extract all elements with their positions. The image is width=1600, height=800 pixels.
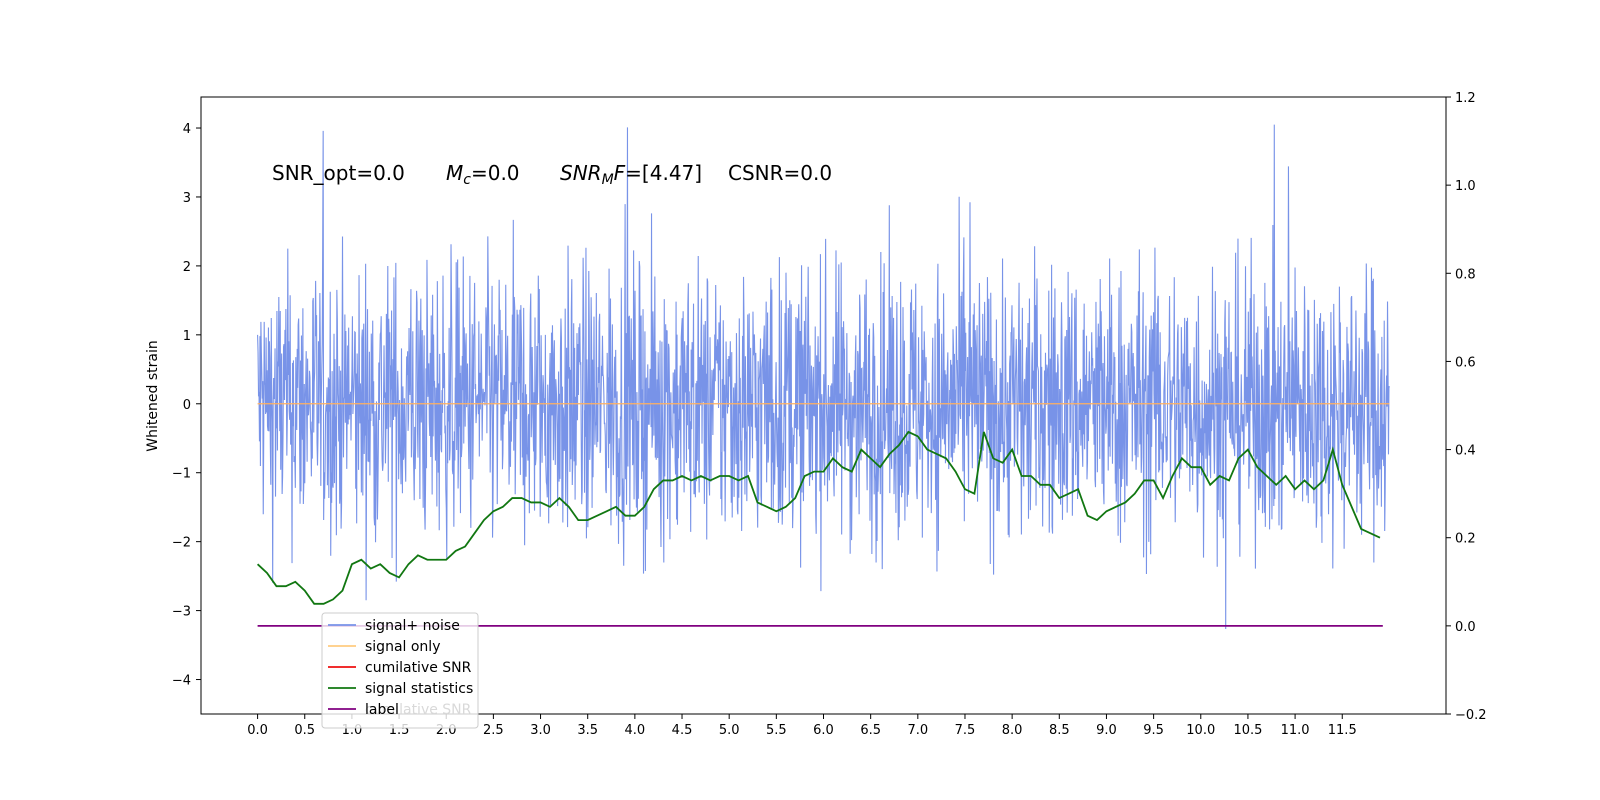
x-tick-label: 3.5 xyxy=(577,723,598,738)
signal-statistics-series xyxy=(256,430,1381,605)
y-right-tick-label: 0.8 xyxy=(1455,267,1476,282)
y-right-tick-label: 0.4 xyxy=(1455,444,1476,459)
y-right-tick-label: −0.2 xyxy=(1455,708,1487,723)
x-tick-label: 4.5 xyxy=(672,723,693,738)
x-tick-label: 6.5 xyxy=(860,723,881,738)
y-axis-label: Whitened strain xyxy=(145,340,161,451)
signal-statistics-line xyxy=(256,430,1381,605)
x-tick-label: 7.5 xyxy=(955,723,976,738)
x-tick-label: 3.0 xyxy=(530,723,551,738)
y-axis-right: 1.2 1.0 0.8 0.6 0.4 0.2 0.0 −0.2 xyxy=(1446,91,1487,723)
legend-label: signal+ noise xyxy=(365,618,460,634)
y-left-tick-label: 4 xyxy=(183,122,191,137)
legend-label: signal statistics xyxy=(365,681,473,697)
x-tick-label: 0.5 xyxy=(294,723,315,738)
legend: cumilative SNR signal+ noise signal only cu… xyxy=(321,612,479,729)
y-right-tick-label: 1.2 xyxy=(1455,91,1476,106)
y-right-tick-label: 1.0 xyxy=(1455,179,1476,194)
x-tick-label: 11.5 xyxy=(1328,723,1357,738)
x-tick-label: 9.5 xyxy=(1143,723,1164,738)
legend-box xyxy=(321,612,479,729)
signal-noise-series xyxy=(257,124,1390,630)
snr-mf-annotation: SNRMF=[4.47] xyxy=(560,161,702,188)
x-tick-label: 10.0 xyxy=(1186,723,1215,738)
x-tick-label: 5.5 xyxy=(766,723,787,738)
x-tick-label: 10.5 xyxy=(1233,723,1262,738)
legend-label: signal only xyxy=(365,639,440,655)
csnr-annotation: CSNR=0.0 xyxy=(728,161,832,185)
x-tick-label: 7.0 xyxy=(907,723,928,738)
legend-label: cumilative SNR xyxy=(365,660,472,676)
legend-hidden-text: cumilative SNR xyxy=(365,702,472,718)
y-left-tick-label: 0 xyxy=(183,398,191,413)
x-tick-label: 8.0 xyxy=(1002,723,1023,738)
y-right-tick-label: 0.6 xyxy=(1455,355,1476,370)
x-tick-label: 9.0 xyxy=(1096,723,1117,738)
chirp-mass-annotation: Mc=0.0 xyxy=(446,161,520,188)
y-left-tick-label: 3 xyxy=(183,191,191,206)
x-tick-label: 2.5 xyxy=(483,723,504,738)
y-left-tick-label: −1 xyxy=(172,467,191,482)
x-tick-label: 8.5 xyxy=(1049,723,1070,738)
x-tick-label: 0.0 xyxy=(247,723,268,738)
x-tick-label: 11.0 xyxy=(1281,723,1310,738)
legend-label: label xyxy=(365,702,399,718)
signal-noise-line xyxy=(257,124,1390,630)
y-axis-left: 4 3 2 1 0 −1 −2 −3 −4 xyxy=(172,122,201,689)
y-right-tick-label: 0.2 xyxy=(1455,532,1476,547)
x-tick-label: 4.0 xyxy=(625,723,646,738)
x-tick-label: 5.0 xyxy=(719,723,740,738)
y-right-tick-label: 0.0 xyxy=(1455,620,1476,635)
y-left-tick-label: 1 xyxy=(183,329,191,344)
y-left-tick-label: −2 xyxy=(172,536,191,551)
snr-opt-annotation: SNR_opt=0.0 xyxy=(272,161,405,185)
x-tick-label: 6.0 xyxy=(813,723,834,738)
y-left-tick-label: −3 xyxy=(172,605,191,620)
y-left-tick-label: −4 xyxy=(172,674,191,689)
y-left-tick-label: 2 xyxy=(183,260,191,275)
